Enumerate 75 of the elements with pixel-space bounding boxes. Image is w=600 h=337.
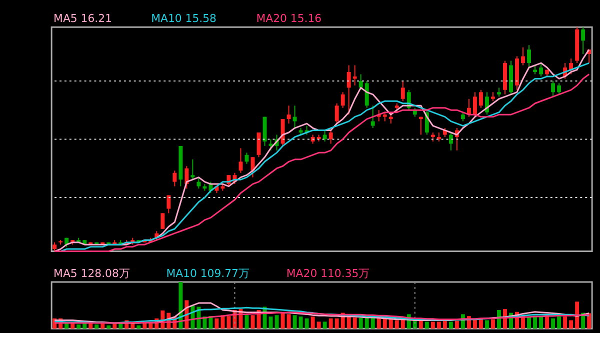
- candlestick: [551, 80, 556, 98]
- candlestick: [472, 92, 477, 118]
- bar: [352, 317, 357, 329]
- bar: [364, 318, 369, 329]
- bar: [286, 314, 291, 329]
- bar: [226, 316, 231, 329]
- candlestick: [322, 130, 327, 142]
- candlestick: [448, 132, 453, 151]
- text: MA20 110.35万: [286, 267, 370, 280]
- bar: [94, 324, 99, 329]
- candlestick: [400, 80, 405, 102]
- candlestick: [166, 194, 171, 214]
- bar: [298, 316, 303, 329]
- candlestick: [539, 62, 544, 77]
- candlestick: [292, 105, 297, 129]
- bar: [76, 324, 81, 329]
- bar: [136, 325, 141, 329]
- candlestick: [581, 26, 586, 55]
- bar: [148, 324, 153, 329]
- bar: [527, 316, 531, 329]
- text: MA5 128.08万: [54, 267, 130, 280]
- bar: [322, 322, 327, 329]
- bar: [490, 319, 495, 329]
- bar: [448, 322, 453, 329]
- candlestick: [340, 92, 345, 108]
- bar: [178, 282, 183, 329]
- candlestick: [172, 170, 177, 187]
- bar: [539, 316, 544, 329]
- bar: [418, 320, 423, 329]
- bar: [268, 316, 273, 329]
- bar: [575, 302, 580, 329]
- text: MA20 15.16: [256, 12, 322, 26]
- candlestick: [370, 105, 375, 129]
- bar: [106, 325, 111, 329]
- bar: [472, 319, 477, 329]
- text: MA5 16.21: [54, 12, 112, 26]
- candlestick: [190, 158, 195, 180]
- bar: [533, 316, 537, 329]
- bar: [316, 322, 321, 329]
- bar: [274, 315, 279, 329]
- bar: [563, 316, 568, 329]
- candlestick: [268, 138, 273, 151]
- candlestick: [328, 130, 333, 144]
- bar: [394, 320, 399, 329]
- bar: [310, 316, 315, 329]
- text: MA10 15.58: [151, 12, 217, 26]
- candlestick: [478, 89, 483, 108]
- candlestick: [334, 102, 339, 124]
- bar: [454, 320, 459, 329]
- text: MA10 109.77万: [166, 267, 250, 280]
- candlestick: [346, 64, 351, 116]
- bar: [214, 318, 219, 329]
- bar: [328, 318, 333, 329]
- candlestick: [557, 82, 562, 95]
- bar: [292, 315, 297, 329]
- bar: [569, 320, 574, 329]
- bar: [557, 316, 562, 329]
- bar: [424, 322, 429, 329]
- bar: [551, 318, 556, 329]
- bar: [430, 322, 435, 329]
- bar: [442, 320, 447, 329]
- bar: [142, 324, 147, 329]
- candlestick: [286, 105, 291, 124]
- candlestick: [358, 74, 363, 90]
- bar: [436, 322, 441, 329]
- bar: [484, 320, 489, 329]
- bar: [334, 318, 339, 329]
- candlestick: [527, 44, 531, 68]
- bar: [280, 312, 285, 329]
- bar: [358, 318, 363, 329]
- candlestick: [521, 46, 525, 66]
- candlestick: [160, 212, 165, 230]
- bar: [304, 318, 309, 329]
- bar: [478, 319, 483, 329]
- bar: [346, 316, 351, 329]
